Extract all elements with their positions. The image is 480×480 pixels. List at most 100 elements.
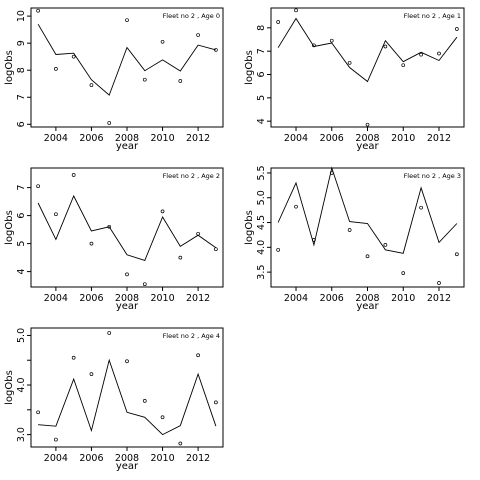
x-axis-title: year: [356, 141, 379, 152]
observation-point: [125, 272, 129, 277]
observation-point: [160, 209, 165, 214]
observation-point: [401, 63, 406, 68]
plot-frame: [30, 327, 224, 448]
observation-point: [160, 39, 165, 44]
plot-frame: [30, 7, 224, 128]
observation-point: [312, 43, 316, 48]
panel-title: Fleet no 2 , Age 1: [404, 12, 461, 20]
observation-point: [329, 38, 334, 43]
observation-point: [71, 173, 76, 177]
x-tick-label: 2006: [79, 133, 103, 144]
y-tick-label: 5.5: [256, 165, 267, 180]
x-tick-label: 2006: [79, 293, 103, 304]
x-tick-label: 2008: [115, 133, 139, 144]
x-tick-label: 2006: [320, 133, 344, 144]
observation-point: [196, 231, 200, 236]
observation-point: [214, 400, 218, 405]
x-tick-label: 2012: [427, 293, 451, 304]
panel-0: 2004 2006 2008 2010 2012 6 7 8 9 10 year logObs Flee…: [4, 7, 224, 152]
x-tick-label: 2004: [284, 293, 308, 304]
y-tick-label: 10: [16, 10, 27, 22]
x-tick-label: 2010: [391, 133, 415, 144]
x-tick-label: 2008: [115, 453, 139, 464]
observation-point: [36, 184, 40, 189]
y-tick-label: 5.0: [256, 190, 267, 205]
observation-point: [36, 410, 40, 415]
y-tick-label: 4.0: [256, 240, 267, 255]
x-axis-title: year: [356, 301, 379, 312]
x-tick-label: 2008: [355, 133, 379, 144]
fitted-line: [277, 166, 458, 254]
observation-point: [142, 77, 147, 82]
observation-point: [365, 254, 370, 259]
observation-point: [89, 372, 94, 376]
observation-point: [294, 8, 298, 13]
observation-point: [196, 33, 200, 37]
observation-point: [214, 48, 218, 52]
y-tick-label: 3.5: [256, 265, 267, 280]
observation-point: [54, 67, 58, 71]
observation-point: [178, 79, 183, 83]
observation-point: [125, 359, 129, 364]
y-tick-label: 5: [256, 95, 267, 101]
x-tick-label: 2010: [150, 453, 174, 464]
observation-point: [178, 441, 183, 446]
y-tick-label: 7: [16, 94, 27, 100]
observation-point: [383, 243, 388, 247]
observation-point: [347, 60, 352, 65]
y-tick-label: 4.5: [256, 215, 267, 230]
y-tick-label: 9: [16, 40, 27, 46]
observation-point: [419, 205, 423, 210]
y-tick-label: 3.0: [16, 427, 27, 442]
x-tick-label: 2010: [150, 293, 174, 304]
plot-frame: [270, 167, 465, 288]
y-axis-title: logObs: [244, 210, 255, 245]
observation-point: [107, 331, 112, 335]
observation-point: [89, 241, 94, 246]
y-tick-label: 7: [256, 48, 267, 54]
y-axis-title: logObs: [4, 210, 15, 245]
panel-2: 2004 2006 2008 2010 2012 4 5 6 7 year logObs Fleet …: [4, 167, 224, 312]
observation-point: [437, 281, 441, 285]
x-tick-label: 2006: [320, 293, 344, 304]
observation-point: [107, 224, 112, 229]
x-tick-label: 2008: [355, 293, 379, 304]
y-axis-title: logObs: [4, 370, 15, 405]
observation-point: [329, 171, 334, 175]
fitted-line: [38, 358, 217, 436]
x-tick-label: 2010: [150, 133, 174, 144]
x-tick-label: 2004: [44, 453, 68, 464]
observation-point: [178, 255, 183, 260]
observation-point: [125, 18, 129, 23]
x-tick-label: 2012: [186, 453, 210, 464]
observation-point: [107, 121, 112, 125]
fitted-line: [277, 17, 458, 83]
x-axis-title: year: [116, 461, 139, 472]
panel-1: 2004 2006 2008 2010 2012 4 5 6 7 8 year logObs Fleet…: [244, 7, 465, 152]
x-tick-label: 2012: [186, 133, 210, 144]
x-tick-label: 2012: [186, 293, 210, 304]
panel-title: Fleet no 2 , Age 3: [404, 172, 461, 180]
observation-point: [71, 355, 76, 360]
observation-point: [294, 204, 298, 209]
x-tick-label: 2004: [44, 133, 68, 144]
x-axis-title: year: [116, 141, 139, 152]
y-tick-label: 5: [16, 241, 27, 247]
y-tick-label: 8: [16, 67, 27, 73]
x-tick-label: 2012: [427, 133, 451, 144]
observation-point: [455, 27, 459, 31]
observation-point: [54, 212, 58, 217]
observation-point: [419, 52, 423, 57]
observation-point: [142, 399, 147, 403]
y-tick-label: 6: [256, 71, 267, 77]
observation-point: [365, 122, 370, 127]
panel-3: 2004 2006 2008 2010 2012 3.5 4.0 4.5 5.0 5.5 year l…: [244, 165, 465, 312]
observation-point: [142, 282, 147, 287]
y-tick-label: 4: [256, 118, 267, 124]
observation-point: [276, 247, 280, 252]
plot-frame: [270, 7, 465, 128]
y-tick-label: 8: [256, 25, 267, 31]
y-tick-label: 7: [16, 185, 27, 191]
y-tick-label: 5.0: [16, 328, 27, 343]
